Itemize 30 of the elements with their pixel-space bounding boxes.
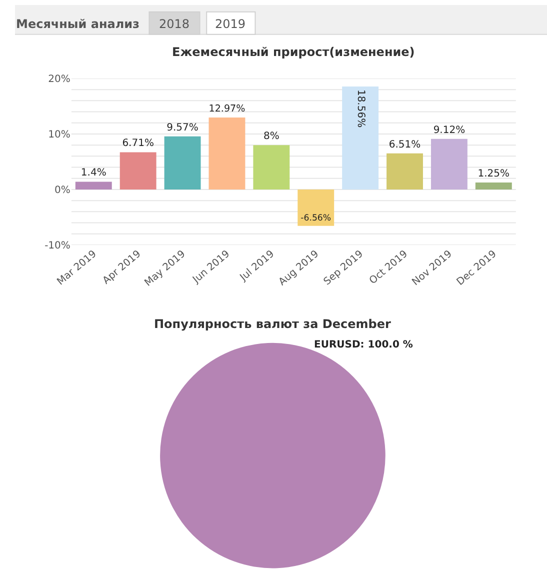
text: 2019	[215, 17, 246, 31]
y-tick-label: -10%	[44, 240, 70, 252]
data-label: 1.25%	[478, 168, 510, 180]
bar	[253, 145, 290, 190]
bar	[298, 189, 334, 226]
data-label: 1.4%	[80, 168, 106, 179]
data-label: 6.51%	[388, 139, 421, 150]
bar	[430, 138, 468, 190]
data-label: 18.56%	[354, 89, 366, 128]
data-label: 8%	[263, 131, 280, 142]
bar	[342, 86, 379, 190]
y-tick-label: 20%	[48, 74, 70, 85]
slice-label: EURUSD: 100.0 %	[314, 339, 413, 350]
data-label: 12.97%	[208, 104, 246, 115]
chart-title: Ежемесячный прирост(изменение)	[172, 45, 415, 59]
bar	[164, 136, 201, 190]
text: 2018	[159, 17, 190, 31]
bar	[475, 182, 512, 190]
bar	[386, 153, 423, 190]
bar	[208, 117, 246, 190]
data-label: 6.71%	[122, 138, 154, 150]
y-tick-label: 0%	[54, 184, 70, 196]
bar	[120, 152, 156, 190]
y-tick-label: 10%	[48, 129, 70, 140]
data-label: 9.57%	[166, 122, 198, 134]
data-label: -6.56%	[300, 213, 332, 224]
text: Месячный анализ	[16, 17, 140, 31]
data-label: 9.12%	[433, 124, 466, 136]
bar	[75, 182, 112, 190]
chart-title: Популярность валют за December	[154, 317, 391, 331]
